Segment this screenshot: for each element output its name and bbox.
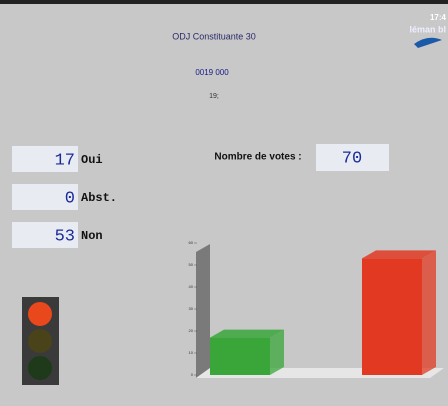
tally-count: 53 (55, 227, 75, 246)
bar (210, 337, 270, 375)
bar-top (210, 329, 284, 338)
y-tick-label: 50 (189, 262, 194, 267)
title: ODJ Constituante 30 (172, 31, 256, 41)
tally-box (12, 222, 78, 248)
total-label: Nombre de votes : (214, 152, 301, 163)
total-value: 70 (342, 149, 362, 168)
tally-box (12, 146, 78, 172)
y-tick-label: 40 (189, 284, 194, 289)
bar-top (362, 250, 436, 259)
tally-count: 0 (65, 189, 75, 208)
clock: 17:4 (430, 13, 447, 22)
bar-side (422, 250, 436, 375)
light-red (28, 302, 52, 326)
y-tick-label: 30 (189, 306, 194, 311)
y-tick-label: 20 (189, 328, 194, 333)
total-box (316, 144, 389, 171)
light-amber (28, 329, 52, 353)
tally-label: Oui (81, 153, 103, 167)
tallies: 17 Oui 0 Abst. 53 Non (12, 146, 117, 248)
tally-label: Abst. (81, 191, 117, 205)
logo: léman bl (409, 24, 446, 34)
tally-box (12, 184, 78, 210)
item: 19; (209, 93, 219, 100)
tally-label: Non (81, 229, 103, 243)
bar (362, 258, 422, 375)
top-border (0, 0, 448, 4)
back-wall (196, 244, 210, 378)
y-tick-label: 10 (189, 350, 194, 355)
logo-swoosh (414, 37, 442, 48)
chart: 0 10 20 30 40 50 60 (189, 240, 444, 378)
tally-count: 17 (55, 151, 75, 170)
bar-side (270, 329, 284, 375)
light-green (28, 356, 52, 380)
code: 0019 000 (195, 68, 229, 77)
y-tick-label: 60 (189, 240, 194, 245)
y-tick-label: 0 (191, 372, 194, 377)
